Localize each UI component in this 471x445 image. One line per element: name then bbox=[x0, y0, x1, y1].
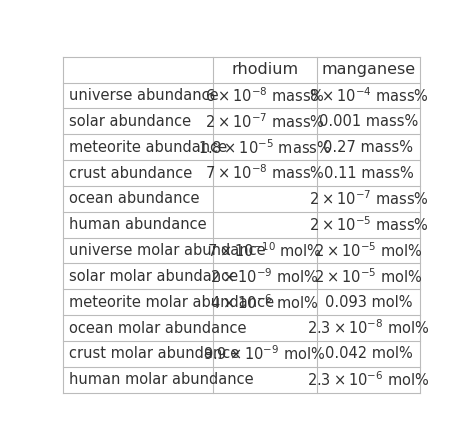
Text: $2\times10^{-5}$ mol%: $2\times10^{-5}$ mol% bbox=[314, 241, 422, 260]
Text: universe molar abundance: universe molar abundance bbox=[69, 243, 266, 258]
Text: ocean abundance: ocean abundance bbox=[69, 191, 200, 206]
Text: 0.11 mass%: 0.11 mass% bbox=[324, 166, 413, 181]
Text: crust abundance: crust abundance bbox=[69, 166, 192, 181]
Text: $2.3\times10^{-6}$ mol%: $2.3\times10^{-6}$ mol% bbox=[307, 370, 430, 389]
Text: human abundance: human abundance bbox=[69, 217, 207, 232]
Text: $7\times10^{-8}$ mass%: $7\times10^{-8}$ mass% bbox=[205, 164, 325, 182]
Text: ocean molar abundance: ocean molar abundance bbox=[69, 320, 247, 336]
Text: $2\times10^{-7}$ mass%: $2\times10^{-7}$ mass% bbox=[205, 112, 325, 131]
Text: rhodium: rhodium bbox=[231, 62, 298, 77]
Text: solar abundance: solar abundance bbox=[69, 114, 191, 129]
Text: $6\times10^{-8}$ mass%: $6\times10^{-8}$ mass% bbox=[205, 86, 325, 105]
Text: 0.27 mass%: 0.27 mass% bbox=[324, 140, 414, 155]
Text: $2\times10^{-5}$ mol%: $2\times10^{-5}$ mol% bbox=[314, 267, 422, 286]
Text: crust molar abundance: crust molar abundance bbox=[69, 346, 239, 361]
Text: $2.3\times10^{-8}$ mol%: $2.3\times10^{-8}$ mol% bbox=[307, 319, 430, 337]
Text: 0.093 mol%: 0.093 mol% bbox=[325, 295, 412, 310]
Text: $2\times10^{-7}$ mass%: $2\times10^{-7}$ mass% bbox=[309, 190, 428, 208]
Text: 0.042 mol%: 0.042 mol% bbox=[325, 346, 412, 361]
Text: $4\times10^{-6}$ mol%: $4\times10^{-6}$ mol% bbox=[211, 293, 319, 311]
Text: meteorite abundance: meteorite abundance bbox=[69, 140, 227, 155]
Text: meteorite molar abundance: meteorite molar abundance bbox=[69, 295, 274, 310]
Text: $2\times10^{-5}$ mass%: $2\times10^{-5}$ mass% bbox=[309, 215, 428, 234]
Text: manganese: manganese bbox=[321, 62, 415, 77]
Text: $9.9\times10^{-9}$ mol%: $9.9\times10^{-9}$ mol% bbox=[203, 344, 326, 363]
Text: solar molar abundance: solar molar abundance bbox=[69, 269, 238, 284]
Text: human molar abundance: human molar abundance bbox=[69, 372, 254, 387]
Text: $1.8\times10^{-5}$ mass%: $1.8\times10^{-5}$ mass% bbox=[198, 138, 331, 157]
Text: universe abundance: universe abundance bbox=[69, 88, 219, 103]
Text: 0.001 mass%: 0.001 mass% bbox=[319, 114, 418, 129]
Text: $2\times10^{-9}$ mol%: $2\times10^{-9}$ mol% bbox=[211, 267, 319, 286]
Text: $8\times10^{-4}$ mass%: $8\times10^{-4}$ mass% bbox=[309, 86, 428, 105]
Text: $7\times10^{-10}$ mol%: $7\times10^{-10}$ mol% bbox=[207, 241, 322, 260]
